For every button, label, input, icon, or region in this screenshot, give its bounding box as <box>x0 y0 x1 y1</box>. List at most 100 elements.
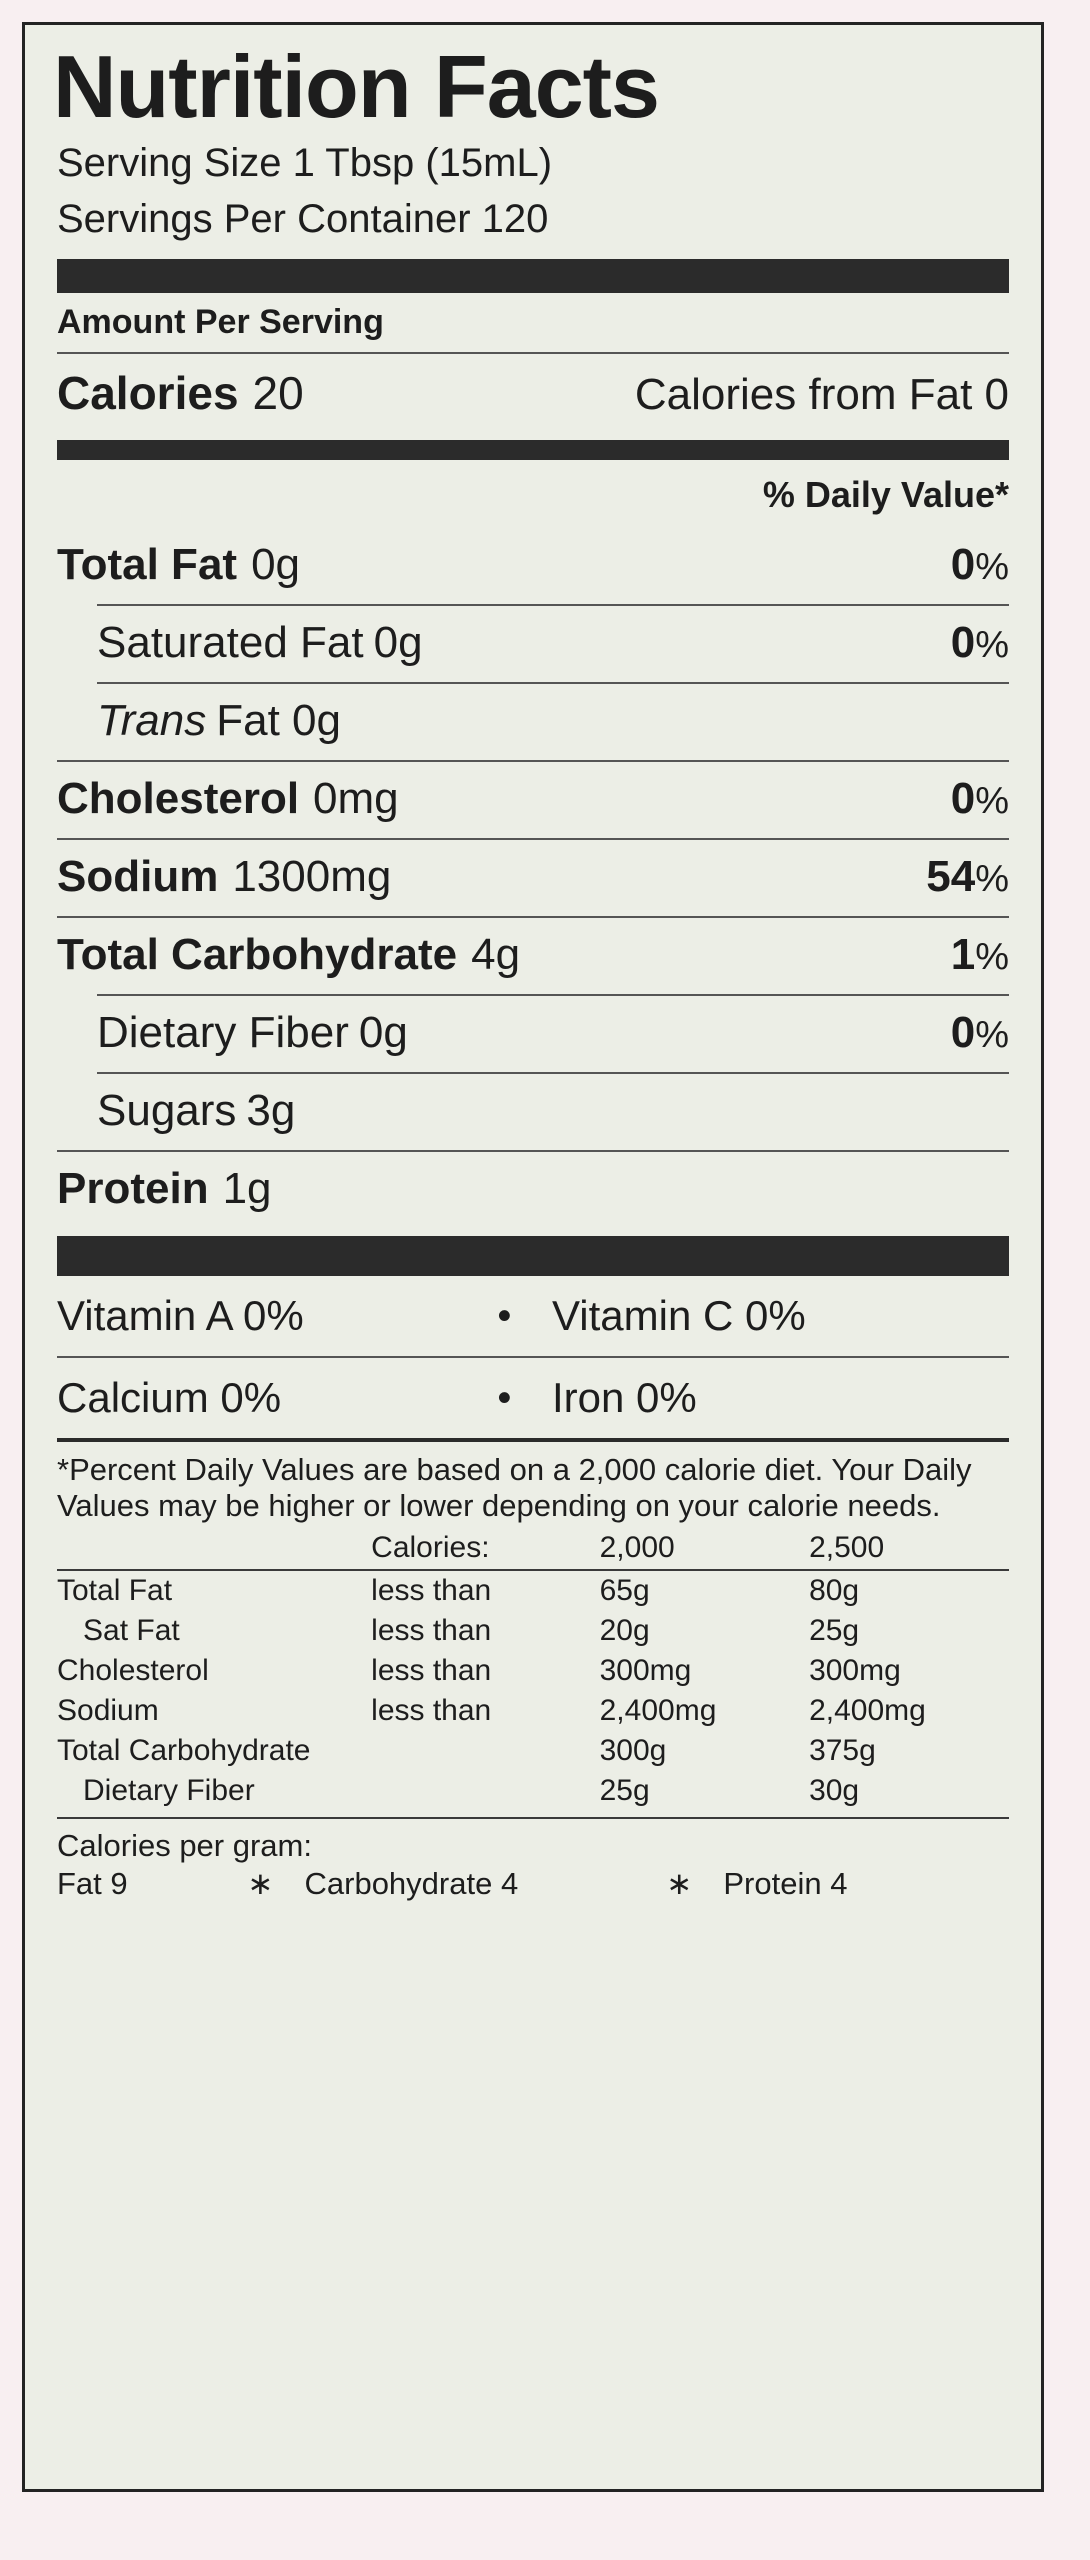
nutrient-divider <box>57 838 1009 840</box>
dv-row-2500: 300mg <box>809 1653 901 1687</box>
nutrient-left: Sodium 1300mg <box>57 852 391 902</box>
nutrient-row: Protein 1g <box>57 1152 1009 1228</box>
nutrient-name: Total Carbohydrate <box>57 930 458 979</box>
dv-table-row: Total Carbohydrate 300g 375g <box>57 1731 1009 1771</box>
dv-row-2000: 300g <box>599 1733 667 1767</box>
nutrient-divider <box>97 994 1009 996</box>
dv-row-2500: 2,400mg <box>809 1693 926 1727</box>
dv-number: 0 <box>950 1008 976 1057</box>
dv-row-name: Sat Fat <box>83 1613 180 1647</box>
nutrient-row: Total Fat 0g 0% <box>57 528 1009 604</box>
nutrient-left: Total Fat 0g <box>57 540 300 590</box>
dv-table-row: Sodium less than 2,400mg 2,400mg <box>57 1691 1009 1731</box>
percent-symbol: % <box>975 1014 1009 1056</box>
dv-row-name: Sodium <box>57 1693 159 1727</box>
nutrient-name: Sugars <box>97 1086 237 1135</box>
dv-row-less-than: less than <box>371 1693 492 1727</box>
nutrient-name: Trans <box>97 696 207 745</box>
nutrient-daily-value: 1% <box>951 930 1009 980</box>
nutrient-name: Protein <box>57 1164 209 1213</box>
dv-number: 0 <box>950 774 976 823</box>
nutrient-left: Protein 1g <box>57 1164 272 1214</box>
serving-size-text: Serving Size 1 Tbsp (15mL) <box>57 141 553 185</box>
dv-header-2000: 2,000 <box>599 1530 675 1564</box>
nutrient-amount: 1g <box>222 1164 272 1213</box>
nutrient-amount: 1300mg <box>232 852 392 901</box>
percent-symbol: % <box>975 780 1009 822</box>
nutrient-left: Total Carbohydrate 4g <box>57 930 520 980</box>
nutrient-left: Dietary Fiber 0g <box>97 1008 408 1058</box>
nutrient-daily-value: 0% <box>951 618 1009 668</box>
nutrient-name: Sodium <box>57 852 219 901</box>
nutrient-amount: 0g <box>373 618 423 667</box>
dv-number: 0 <box>950 540 976 589</box>
nutrient-name: Dietary Fiber <box>97 1008 349 1057</box>
percent-symbol: % <box>975 546 1009 588</box>
percent-symbol: % <box>975 858 1009 900</box>
calories-per-gram-values: Fat 9 ∗ Carbohydrate 4 ∗ Protein 4 <box>57 1866 1009 1902</box>
nutrient-left: Saturated Fat 0g <box>97 618 423 668</box>
daily-values-reference-table: Calories: 2,000 2,500 Total Fat less than 65g… <box>57 1528 1009 1811</box>
dv-row-2500: 375g <box>809 1733 876 1767</box>
vitamin-right: Iron 0% <box>552 1374 697 1421</box>
nutrient-divider <box>97 1072 1009 1074</box>
dv-number: 1 <box>950 930 976 979</box>
dv-table-row: Sat Fat less than 20g 25g <box>57 1611 1009 1651</box>
nutrient-row: Cholesterol 0mg 0% <box>57 762 1009 838</box>
nutrient-left: Trans Fat 0g <box>97 696 341 746</box>
vitamin-rows: Vitamin A 0% • Vitamin C 0% Calcium 0% • Iron… <box>43 1276 1023 1438</box>
nutrient-row: Dietary Fiber 0g 0% <box>97 996 1009 1072</box>
divider-above-calories-per-gram <box>57 1816 1009 1819</box>
dv-row-2000: 20g <box>599 1613 650 1647</box>
nutrient-amount: 3g <box>246 1086 296 1135</box>
nutrient-row: Trans Fat 0g <box>97 684 1009 760</box>
nutrient-name: Total Fat <box>57 540 238 589</box>
nutrient-daily-value: 0% <box>951 540 1009 590</box>
cpg-fat: Fat 9 <box>57 1866 128 1902</box>
nutrient-amount: Fat 0g <box>216 696 341 745</box>
dv-header-name <box>57 1528 371 1569</box>
dv-table-row: Dietary Fiber 25g 30g <box>57 1771 1009 1811</box>
nutrient-divider <box>97 604 1009 606</box>
dv-header-2500: 2,500 <box>809 1530 885 1564</box>
nutrient-rows: Total Fat 0g 0% Saturated Fat 0g 0% Trans Fat 0… <box>43 528 1023 1228</box>
cpg-protein: Protein 4 <box>723 1866 848 1902</box>
dv-row-2000: 300mg <box>599 1653 692 1687</box>
divider-thick-top <box>57 259 1009 293</box>
star-icon-2: ∗ <box>666 1866 693 1902</box>
nutrient-left: Cholesterol 0mg <box>57 774 399 824</box>
vitamin-right: Vitamin C 0% <box>552 1292 806 1339</box>
dv-row-less-than <box>371 1731 599 1771</box>
nutrient-daily-value: 54% <box>926 852 1009 902</box>
nutrient-amount: 0g <box>358 1008 408 1057</box>
dv-number: 0 <box>950 618 976 667</box>
nutrient-daily-value: 0% <box>951 774 1009 824</box>
vitamin-left: Calcium 0% <box>57 1374 282 1421</box>
nutrient-name: Cholesterol <box>57 774 300 823</box>
calories-value: 20 <box>252 367 304 419</box>
vitamin-row: Vitamin A 0% • Vitamin C 0% <box>57 1276 1009 1356</box>
dv-row-name: Cholesterol <box>57 1653 209 1687</box>
divider-thick-calories <box>57 440 1009 460</box>
divider-above-calories <box>57 352 1009 354</box>
dv-header-calories: Calories: <box>371 1530 490 1564</box>
nutrient-daily-value: 0% <box>951 1008 1009 1058</box>
nutrient-amount: 0mg <box>313 774 399 823</box>
page-title: Nutrition Facts <box>53 37 660 136</box>
nutrient-divider <box>97 682 1009 684</box>
dv-row-less-than: less than <box>371 1573 492 1607</box>
dv-row-2000: 65g <box>599 1573 650 1607</box>
dv-row-less-than: less than <box>371 1653 492 1687</box>
servings-per-container-text: Servings Per Container 120 <box>57 197 549 241</box>
bullet-icon: • <box>497 1294 512 1338</box>
dv-row-2000: 2,400mg <box>599 1693 717 1727</box>
dv-header-row: Calories: 2,000 2,500 <box>57 1528 1009 1569</box>
divider-thick-protein <box>57 1236 1009 1276</box>
nutrient-divider <box>57 916 1009 918</box>
vitamin-left: Vitamin A 0% <box>57 1292 304 1339</box>
nutrient-divider <box>57 1150 1009 1152</box>
star-icon-1: ∗ <box>247 1866 274 1902</box>
calories-from-fat: Calories from Fat 0 <box>634 370 1009 419</box>
vitamin-row: Calcium 0% • Iron 0% <box>57 1358 1009 1438</box>
